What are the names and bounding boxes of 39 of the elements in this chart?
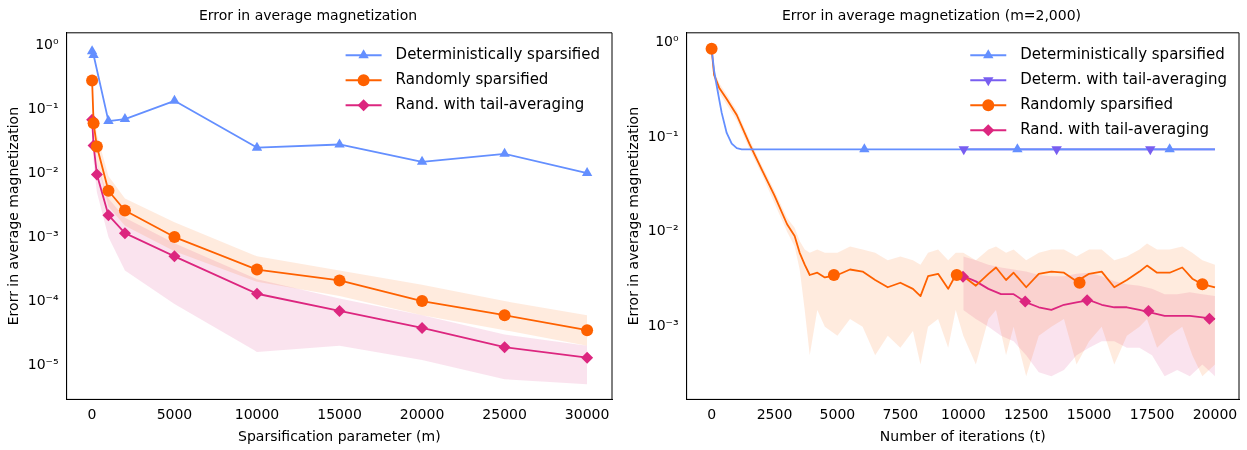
y-tick-label: 10⁻⁵ bbox=[27, 355, 59, 372]
y-tick-label: 10⁻³ bbox=[27, 227, 59, 244]
y-tick-label: 10⁻¹ bbox=[27, 99, 59, 116]
legend-label: Randomly sparsified bbox=[1020, 95, 1174, 114]
x-tick-label: 15000 bbox=[1066, 406, 1112, 423]
legend-label: Deterministically sparsified bbox=[1020, 45, 1225, 64]
y-tick-label: 10⁻² bbox=[27, 163, 59, 180]
x-axis-title: Number of iterations (t) bbox=[879, 428, 1046, 445]
x-tick-label: 0 bbox=[707, 406, 717, 423]
y-tick-label: 10⁻⁴ bbox=[27, 291, 59, 308]
y-tick-label: 10⁻¹ bbox=[647, 127, 679, 144]
x-tick-label: 2500 bbox=[756, 406, 793, 423]
x-tick-label: 25000 bbox=[482, 406, 527, 423]
y-tick-label: 10⁰ bbox=[35, 35, 59, 52]
y-axis-title: Error in average magnetization bbox=[625, 106, 642, 326]
x-tick-label: 20000 bbox=[399, 406, 445, 423]
x-tick-label: 10000 bbox=[941, 406, 986, 423]
legend-label: Rand. with tail-averaging bbox=[1020, 120, 1209, 139]
legend-label: Deterministically sparsified bbox=[395, 45, 600, 64]
legend-label: Rand. with tail-averaging bbox=[395, 95, 585, 114]
x-tick-label: 5000 bbox=[156, 406, 193, 423]
x-tick-label: 17500 bbox=[1129, 406, 1175, 423]
y-tick-label: 10⁻³ bbox=[647, 317, 679, 334]
x-tick-label: 12500 bbox=[1003, 406, 1049, 423]
x-tick-label: 15000 bbox=[317, 406, 362, 423]
x-tick-label: 30000 bbox=[564, 406, 610, 423]
x-tick-label: 5000 bbox=[819, 406, 856, 423]
x-axis-title: Sparsification parameter (m) bbox=[238, 428, 441, 445]
legend-label: Randomly sparsified bbox=[395, 70, 549, 89]
x-tick-label: 7500 bbox=[882, 406, 919, 423]
chart-title: Error in average magnetization bbox=[198, 7, 418, 24]
y-tick-label: 10⁰ bbox=[655, 32, 679, 49]
y-axis-title: Erorr in average magnetization bbox=[5, 106, 22, 326]
x-tick-label: 20000 bbox=[1192, 406, 1238, 423]
chart-title: Error in average magnetization (m=2,000) bbox=[781, 7, 1082, 24]
y-tick-label: 10⁻² bbox=[647, 222, 679, 239]
x-tick-label: 10000 bbox=[234, 406, 280, 423]
legend-label: Determ. with tail-averaging bbox=[1020, 70, 1228, 89]
x-tick-label: 0 bbox=[87, 406, 97, 423]
